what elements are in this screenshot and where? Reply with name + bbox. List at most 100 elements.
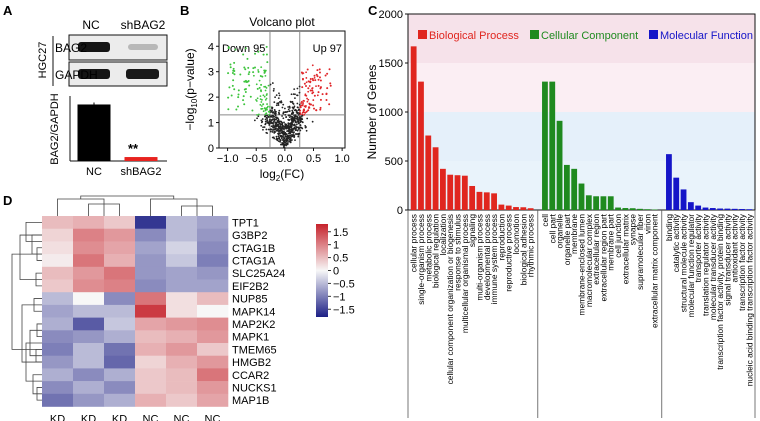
volcano-point xyxy=(265,131,268,134)
volcano-point xyxy=(288,118,291,121)
volcano-point xyxy=(281,139,284,141)
volcano-point-up xyxy=(319,87,322,90)
volcano-point-down xyxy=(247,73,250,76)
volcano-x-axis-label: log2(FC) xyxy=(260,167,304,183)
volcano-point xyxy=(276,121,279,123)
go-category-label-molecular-transducer-activity: molecular transducer activity xyxy=(708,213,718,320)
volcano-point-up xyxy=(309,78,312,81)
volcano-point-down xyxy=(254,66,257,69)
volcano-point xyxy=(282,136,285,139)
legend-label-biological-process: Biological Process xyxy=(429,30,519,42)
panel-c: 0 500 1000 1500 2000 Number of Genes Biologica… xyxy=(365,9,756,418)
heatmap-cell xyxy=(42,304,74,318)
go-category-label-single-organism-process: single-organism process xyxy=(416,214,426,305)
volcano-point xyxy=(266,114,269,117)
volcano-point xyxy=(270,122,272,125)
volcano-point xyxy=(281,142,284,144)
volcano-point xyxy=(288,140,290,143)
volcano-point xyxy=(299,119,302,122)
volcano-point-down xyxy=(263,69,266,72)
go-y-tick-label-4: 2000 xyxy=(379,9,403,21)
volcano-point-up xyxy=(319,98,322,101)
volcano-point xyxy=(276,124,279,126)
volcano-point xyxy=(297,106,299,109)
volcano-point xyxy=(261,98,263,101)
heatmap-row-label-nucks1: NUCKS1 xyxy=(232,382,277,394)
dendrogram-branch xyxy=(80,195,175,199)
row-dendrogram xyxy=(11,221,42,401)
go-category-label-organelle: organelle xyxy=(555,214,565,249)
heatmap-cell xyxy=(73,228,105,242)
go-category-label-developmental-process: developmental process xyxy=(482,214,492,300)
volcano-point-up xyxy=(316,75,319,78)
go-y-tick-label-3: 1500 xyxy=(379,58,403,70)
heatmap-cell xyxy=(166,266,198,280)
go-category-label-response-to-stimulus: response to stimulus xyxy=(453,214,463,291)
volcano-point-down xyxy=(239,73,242,76)
volcano-point-down xyxy=(262,53,265,56)
volcano-point xyxy=(271,82,274,84)
go-bar-membrane-part xyxy=(607,196,614,210)
volcano-point xyxy=(283,144,286,147)
volcano-point-down xyxy=(235,108,238,111)
legend-tick-label-3: 0 xyxy=(333,266,339,278)
legend-label-cellular-component: Cellular Component xyxy=(541,30,638,42)
volcano-point xyxy=(273,101,276,104)
go-bar-structural-molecule-activity xyxy=(680,189,687,210)
heatmap-cell xyxy=(197,330,229,344)
go-category-label-nucleic-acid-binding-transcription-factor-activity: nucleic acid binding transcription facto… xyxy=(744,213,754,386)
y-tick-label-3: 3 xyxy=(208,67,214,79)
go-bar-signaling xyxy=(469,185,476,210)
panel-b: Volcano plot −1.0 −0.5 0.0 0.5 1.0 0 1 2 3 4 log2(F… xyxy=(183,15,350,183)
y-tick-label-4: 4 xyxy=(208,41,214,53)
heatmap-cell xyxy=(135,228,167,242)
bar-x-tick-shbag2: shBAG2 xyxy=(121,166,162,178)
heatmap-cell xyxy=(73,254,105,268)
volcano-point xyxy=(264,120,267,123)
volcano-point xyxy=(296,87,299,90)
volcano-point xyxy=(272,126,275,129)
volcano-point xyxy=(275,121,278,124)
volcano-point xyxy=(281,130,283,133)
volcano-point xyxy=(297,109,300,112)
volcano-point xyxy=(291,100,294,103)
heatmap-cell xyxy=(166,343,198,356)
volcano-point xyxy=(267,110,270,113)
heatmap-cell xyxy=(135,317,167,331)
heatmap-cell xyxy=(166,292,198,306)
go-bar-single-organism-process xyxy=(418,81,424,211)
volcano-point xyxy=(271,131,274,133)
volcano-point xyxy=(256,97,259,100)
volcano-point xyxy=(266,93,268,95)
volcano-point-up xyxy=(317,91,320,94)
go-bar-transcription-factor-activity xyxy=(739,209,745,210)
heatmap-cell xyxy=(197,343,229,356)
x-tick-label-4: 1.0 xyxy=(334,153,349,165)
volcano-point xyxy=(259,98,262,101)
volcano-point xyxy=(283,137,285,140)
go-category-label-reproductive-process: reproductive process xyxy=(504,214,514,292)
volcano-point-up xyxy=(319,79,322,82)
heatmap-cell xyxy=(166,393,198,407)
go-category-label-signaling: signaling xyxy=(467,214,477,247)
volcano-point-down xyxy=(265,53,268,56)
go-bar-localization xyxy=(440,168,446,210)
go-category-label-localization: localization xyxy=(438,214,448,256)
heatmap-cell xyxy=(104,266,136,280)
volcano-point xyxy=(288,125,291,128)
volcano-point xyxy=(264,99,267,101)
volcano-point xyxy=(304,93,307,96)
volcano-point xyxy=(292,121,294,123)
heatmap-cell xyxy=(73,216,105,229)
go-category-label-locomotion: locomotion xyxy=(511,214,521,255)
heatmap-cell xyxy=(104,241,136,255)
legend-tick-label-1: 1 xyxy=(333,240,339,252)
heatmap-cell xyxy=(42,317,74,331)
heatmap-cell xyxy=(42,216,74,229)
volcano-point xyxy=(294,121,297,124)
go-bar-extracellular-region-part xyxy=(600,196,607,210)
go-bar-translation-regulator-activity xyxy=(702,207,709,210)
heatmap-cell xyxy=(104,292,136,306)
volcano-point xyxy=(316,94,319,97)
volcano-point-down xyxy=(245,81,248,84)
